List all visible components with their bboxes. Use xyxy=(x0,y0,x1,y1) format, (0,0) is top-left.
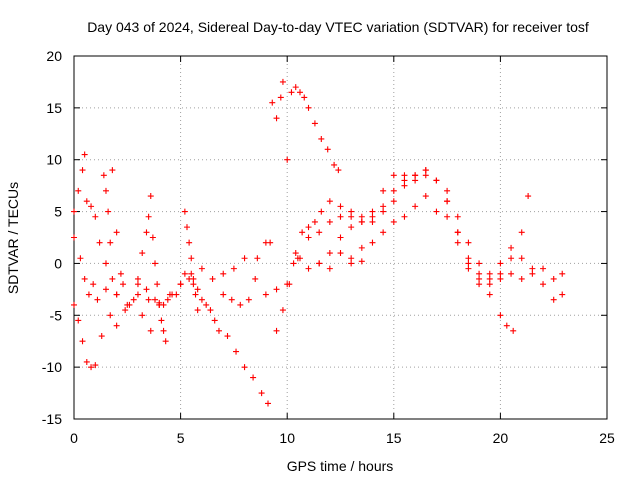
marker-track-b xyxy=(71,270,272,407)
series-track-f xyxy=(273,167,517,334)
series-track-c xyxy=(71,151,274,324)
x-tick-label: 25 xyxy=(599,430,615,446)
y-tick-label: 5 xyxy=(54,204,62,220)
series-track-h xyxy=(316,167,566,303)
y-tick-label: 10 xyxy=(46,152,62,168)
marker-track-f xyxy=(273,167,517,334)
y-tick-label: 20 xyxy=(46,48,62,64)
marker-track-i xyxy=(348,193,566,288)
marker-track-h xyxy=(316,167,566,303)
x-tick-label: 0 xyxy=(70,430,78,446)
grid-lines xyxy=(74,56,607,419)
x-tick-label: 5 xyxy=(177,430,185,446)
series-track-e xyxy=(269,78,342,174)
series-track-i xyxy=(348,193,566,288)
x-tick-label: 15 xyxy=(386,430,402,446)
axis-ticks: 0 5 10 15 20 25 -15 -10 -5 0 5 10 15 20 xyxy=(42,48,615,446)
series-track-b xyxy=(71,270,272,407)
marker-track-a xyxy=(71,234,365,308)
chart-title: Day 043 of 2024, Sidereal Day-to-day VTE… xyxy=(87,19,589,35)
y-tick-label: -10 xyxy=(42,359,62,375)
y-tick-label: -5 xyxy=(50,307,63,323)
x-tick-label: 10 xyxy=(279,430,295,446)
series-track-g xyxy=(294,172,532,282)
series-track-a xyxy=(71,234,365,308)
marker-track-c xyxy=(71,151,274,324)
x-tick-label: 20 xyxy=(493,430,509,446)
marker-track-d xyxy=(100,167,201,345)
y-axis-label: SDTVAR / TECUs xyxy=(5,182,21,294)
y-tick-label: -15 xyxy=(42,411,62,427)
marker-track-g xyxy=(294,172,532,282)
y-tick-label: 0 xyxy=(54,255,62,271)
data-points xyxy=(71,78,566,407)
marker-track-e xyxy=(269,78,342,174)
x-axis-label: GPS time / hours xyxy=(287,458,394,474)
series-track-d xyxy=(100,167,201,345)
y-tick-label: 15 xyxy=(46,100,62,116)
